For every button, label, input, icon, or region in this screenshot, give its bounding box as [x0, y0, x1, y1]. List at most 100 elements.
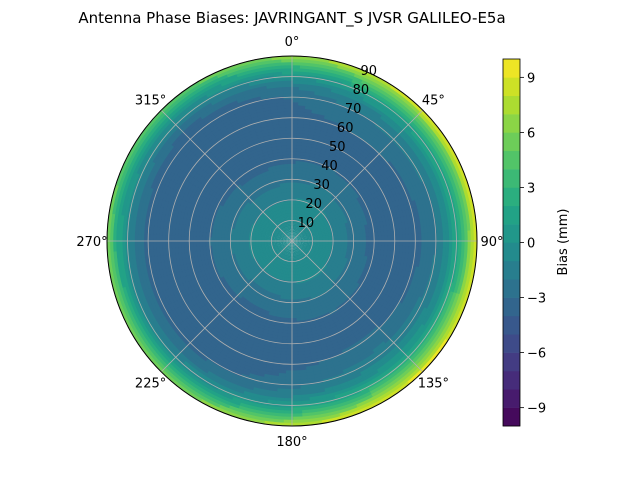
bias-cell [274, 247, 279, 251]
bias-cell [298, 227, 302, 232]
bias-cell [280, 224, 284, 229]
bias-cell [283, 247, 287, 252]
bias-cell [283, 235, 288, 238]
bias-cell [318, 246, 323, 250]
bias-cell [304, 249, 309, 253]
bias-cell [304, 237, 308, 240]
bias-cell [293, 225, 296, 229]
bias-cell [298, 227, 301, 231]
bias-cell [296, 234, 300, 238]
bias-cell [297, 247, 301, 252]
bias-cell [281, 263, 285, 269]
bias-cell [282, 223, 286, 228]
bias-cell [302, 247, 306, 250]
bias-cell [283, 251, 286, 255]
bias-cell [295, 229, 298, 233]
bias-cell [301, 247, 306, 251]
bias-cell [287, 231, 290, 236]
bias-cell [276, 237, 280, 240]
bias-cell [289, 228, 291, 232]
bias-cell [288, 243, 291, 248]
bias-cell [284, 216, 287, 221]
bias-cell [285, 242, 290, 245]
bias-cell [294, 231, 297, 236]
bias-cell [294, 231, 297, 236]
bias-cell [294, 242, 299, 244]
bias-cell [272, 237, 277, 240]
bias-cell [282, 243, 287, 246]
bias-cell [295, 239, 299, 241]
bias-cell [287, 235, 291, 239]
bias-cell [284, 264, 288, 269]
bias-cell [295, 255, 299, 260]
bias-cell [314, 230, 320, 234]
bias-cell [286, 249, 289, 254]
bias-cell [284, 244, 288, 248]
bias-cell [307, 243, 311, 246]
bias-cell [296, 251, 300, 256]
bias-cell [288, 249, 291, 254]
bias-cell [281, 213, 285, 219]
bias-cell [296, 234, 301, 238]
bias-cell [281, 217, 285, 222]
bias-cell [299, 246, 303, 250]
bias-cell [285, 255, 289, 260]
bias-cell [295, 232, 298, 237]
bias-cell [304, 242, 308, 245]
bias-cell [286, 252, 289, 257]
bias-cell [285, 245, 289, 249]
bias-cell [297, 216, 300, 221]
bias-cell [304, 248, 309, 252]
bias-cell [292, 247, 295, 251]
bias-cell [299, 217, 303, 222]
bias-cell [306, 244, 311, 247]
bias-cell [285, 242, 290, 245]
bias-cell [294, 241, 299, 244]
bias-cell [296, 244, 301, 247]
bias-cell [284, 251, 288, 256]
bias-cell [299, 224, 303, 229]
bias-cell [273, 235, 278, 238]
bias-cell [282, 250, 286, 255]
bias-cell [276, 242, 280, 245]
bias-cell [286, 232, 289, 237]
bias-cell [295, 246, 298, 250]
bias-cell [283, 230, 287, 234]
bias-cell [289, 250, 291, 254]
bias-cell [296, 244, 301, 248]
bias-cell [286, 232, 289, 236]
bias-cell [297, 236, 302, 239]
bias-cell [283, 227, 286, 231]
bias-cell [273, 244, 278, 248]
bias-cell [281, 260, 285, 265]
bias-cell [299, 233, 304, 237]
bias-cell [293, 231, 296, 236]
bias-cell [302, 245, 307, 249]
bias-cell [282, 241, 286, 243]
bias-cell [267, 247, 272, 251]
bias-cell [297, 237, 302, 240]
bias-cell [303, 245, 307, 248]
bias-cell [288, 256, 291, 261]
bias-cell [285, 255, 288, 260]
bias-cell [294, 232, 297, 236]
bias-cell [283, 230, 287, 235]
bias-cell [285, 261, 288, 266]
bias-cell [278, 248, 283, 252]
bias-cell [276, 243, 281, 246]
bias-cell [279, 243, 284, 246]
chart-title: Antenna Phase Biases: JAVRINGANT_S JVSR … [78, 9, 505, 28]
bias-cell [296, 229, 300, 234]
bias-cell [299, 232, 303, 236]
bias-cell [289, 253, 291, 257]
bias-cell [285, 237, 290, 240]
bias-cell [286, 236, 290, 240]
bias-cell [277, 246, 282, 250]
bias-cell [299, 228, 303, 232]
bias-cell [294, 225, 297, 230]
bias-cell [283, 254, 286, 259]
bias-cell [282, 242, 287, 245]
bias-cell [290, 234, 292, 239]
bias-cell [294, 236, 298, 240]
